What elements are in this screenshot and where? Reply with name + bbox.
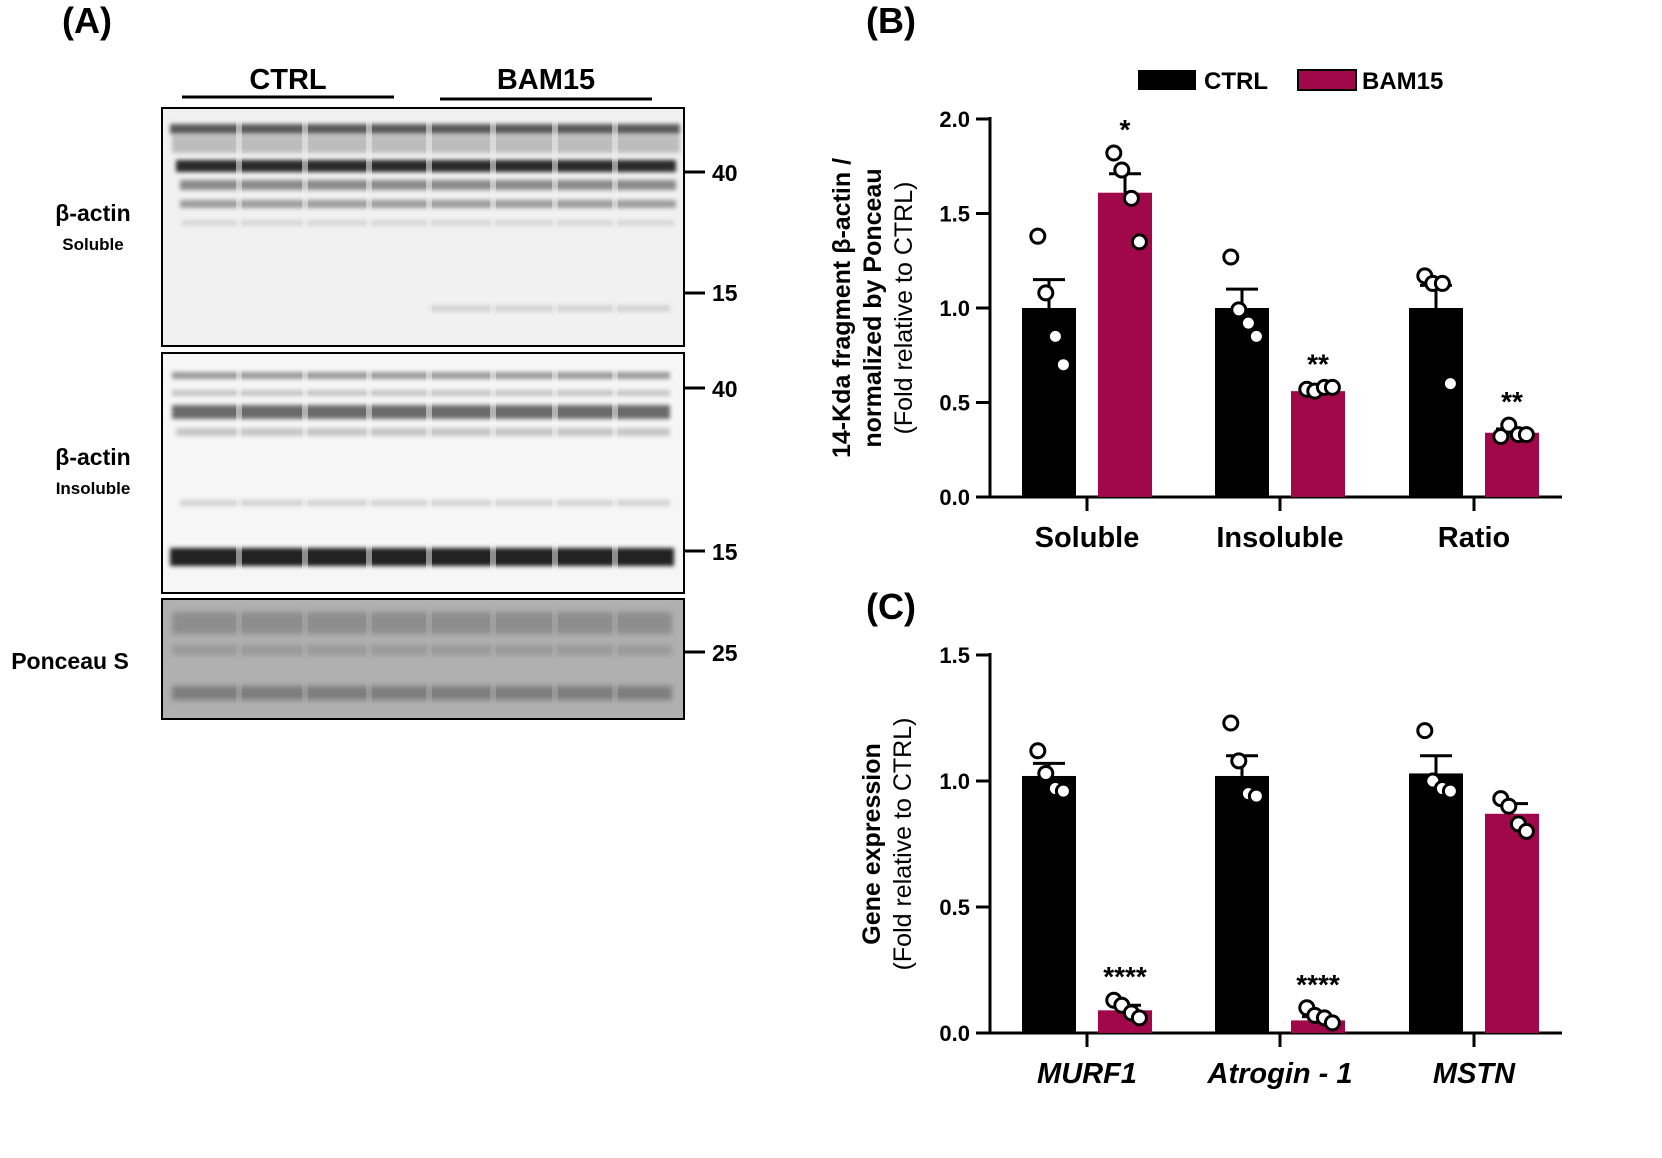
y-tick-label: 1.5 — [939, 643, 970, 668]
data-point — [1230, 752, 1248, 770]
data-point — [1492, 428, 1510, 446]
mw-marker: 40 — [712, 160, 738, 186]
legend: CTRL BAM15 — [1138, 68, 1443, 95]
y-tick-label: 0.5 — [939, 895, 970, 920]
data-point — [1433, 274, 1451, 292]
data-point — [1222, 248, 1240, 266]
y-axis-label-line: 14-Kda fragment β-actin / — [828, 158, 856, 458]
data-point — [1105, 144, 1123, 162]
data-point — [1323, 1014, 1341, 1032]
data-point — [1416, 722, 1434, 740]
data-point — [1046, 327, 1064, 345]
blot-row-subtitle: Insoluble — [55, 479, 131, 498]
legend-label-bam15: BAM15 — [1362, 68, 1443, 95]
blot-row-label-ponceau: Ponceau S — [0, 648, 140, 675]
bar-bam15 — [1291, 391, 1345, 497]
legend-swatch-ctrl — [1138, 70, 1196, 90]
data-point — [1222, 714, 1240, 732]
category-label: Ratio — [1438, 522, 1511, 554]
blot-row-title: β-actin — [55, 200, 131, 226]
data-point — [1230, 301, 1248, 319]
y-axis-label: 14-Kda fragment β-actin / normalized by P… — [828, 158, 918, 458]
data-point — [1500, 416, 1518, 434]
y-tick-label: 0.0 — [939, 485, 970, 510]
data-point — [1239, 314, 1257, 332]
significance-mark: ** — [1501, 386, 1523, 417]
mw-marker: 25 — [712, 640, 738, 666]
mw-marker: 40 — [712, 376, 738, 402]
category-label: Atrogin - 1 — [1207, 1058, 1353, 1090]
data-point — [1122, 189, 1140, 207]
data-point — [1517, 426, 1535, 444]
y-tick-label: 2.0 — [939, 107, 970, 132]
y-tick-label: 0.0 — [939, 1021, 970, 1046]
data-point — [1247, 327, 1265, 345]
category-label: MURF1 — [1037, 1058, 1137, 1090]
significance-mark: ** — [1307, 348, 1329, 379]
legend-label-ctrl: CTRL — [1204, 68, 1268, 95]
y-axis-label-sub: (Fold relative to CTRL) — [889, 718, 917, 971]
data-point — [1130, 1009, 1148, 1027]
y-axis-label-line: normalized by Ponceau — [859, 168, 887, 447]
data-point — [1130, 233, 1148, 251]
blot-row-subtitle: Soluble — [62, 235, 124, 254]
data-point — [1517, 822, 1535, 840]
data-point — [1113, 161, 1131, 179]
y-axis-label-line: Gene expression — [858, 743, 886, 944]
bar-ctrl — [1409, 308, 1463, 497]
data-point — [1247, 787, 1265, 805]
blot-row-title: β-actin — [55, 444, 131, 470]
y-axis-label: Gene expression (Fold relative to CTRL) — [858, 718, 917, 971]
blot-row-label-insoluble: β-actin Insoluble — [18, 444, 168, 499]
blot-insoluble — [161, 352, 685, 594]
blot-group-bam15: BAM15 — [496, 64, 596, 96]
y-tick-label: 1.0 — [939, 769, 970, 794]
panel-label-a: (A) — [62, 0, 112, 41]
data-point — [1441, 375, 1459, 393]
bar-ctrl — [1022, 775, 1076, 1033]
western-blot — [161, 95, 705, 720]
data-point — [1029, 742, 1047, 760]
category-label: MSTN — [1433, 1058, 1516, 1090]
blot-group-ctrl: CTRL — [249, 64, 327, 96]
bar-ctrl — [1409, 773, 1463, 1033]
data-point — [1054, 356, 1072, 374]
significance-mark: * — [1120, 114, 1131, 145]
chart-c: 0.0 0.5 1.0 1.5 MURF1 Atrogin - 1 MSTN Gene exp… — [858, 643, 1562, 1090]
data-point — [1441, 782, 1459, 800]
significance-mark: **** — [1296, 969, 1340, 1000]
category-label: Insoluble — [1216, 522, 1343, 554]
chart-b: 0.0 0.5 1.0 1.5 2.0 Soluble Insoluble Ratio 14-K… — [828, 68, 1562, 554]
blot-soluble — [161, 107, 685, 347]
data-point — [1500, 797, 1518, 815]
y-tick-label: 1.0 — [939, 296, 970, 321]
bar-bam15 — [1485, 432, 1539, 497]
y-axis-label-sub: (Fold relative to CTRL) — [890, 182, 918, 435]
data-point — [1054, 782, 1072, 800]
panel-label-c: (C) — [866, 586, 916, 627]
blot-ponceau — [161, 598, 685, 720]
significance-mark: **** — [1103, 961, 1147, 992]
data-point — [1323, 378, 1341, 396]
y-tick-label: 1.5 — [939, 202, 970, 227]
data-point — [1037, 764, 1055, 782]
blot-row-label-soluble: β-actin Soluble — [18, 200, 168, 255]
legend-swatch-bam15 — [1297, 69, 1357, 91]
panel-label-b: (B) — [866, 0, 916, 41]
bar-bam15 — [1485, 813, 1539, 1033]
mw-marker: 15 — [712, 539, 738, 565]
bar-ctrl — [1215, 775, 1269, 1033]
mw-marker: 15 — [712, 280, 738, 306]
category-label: Soluble — [1035, 522, 1140, 554]
data-point — [1029, 227, 1047, 245]
blot-row-title: Ponceau S — [11, 648, 129, 674]
data-point — [1037, 284, 1055, 302]
y-tick-label: 0.5 — [939, 391, 970, 416]
